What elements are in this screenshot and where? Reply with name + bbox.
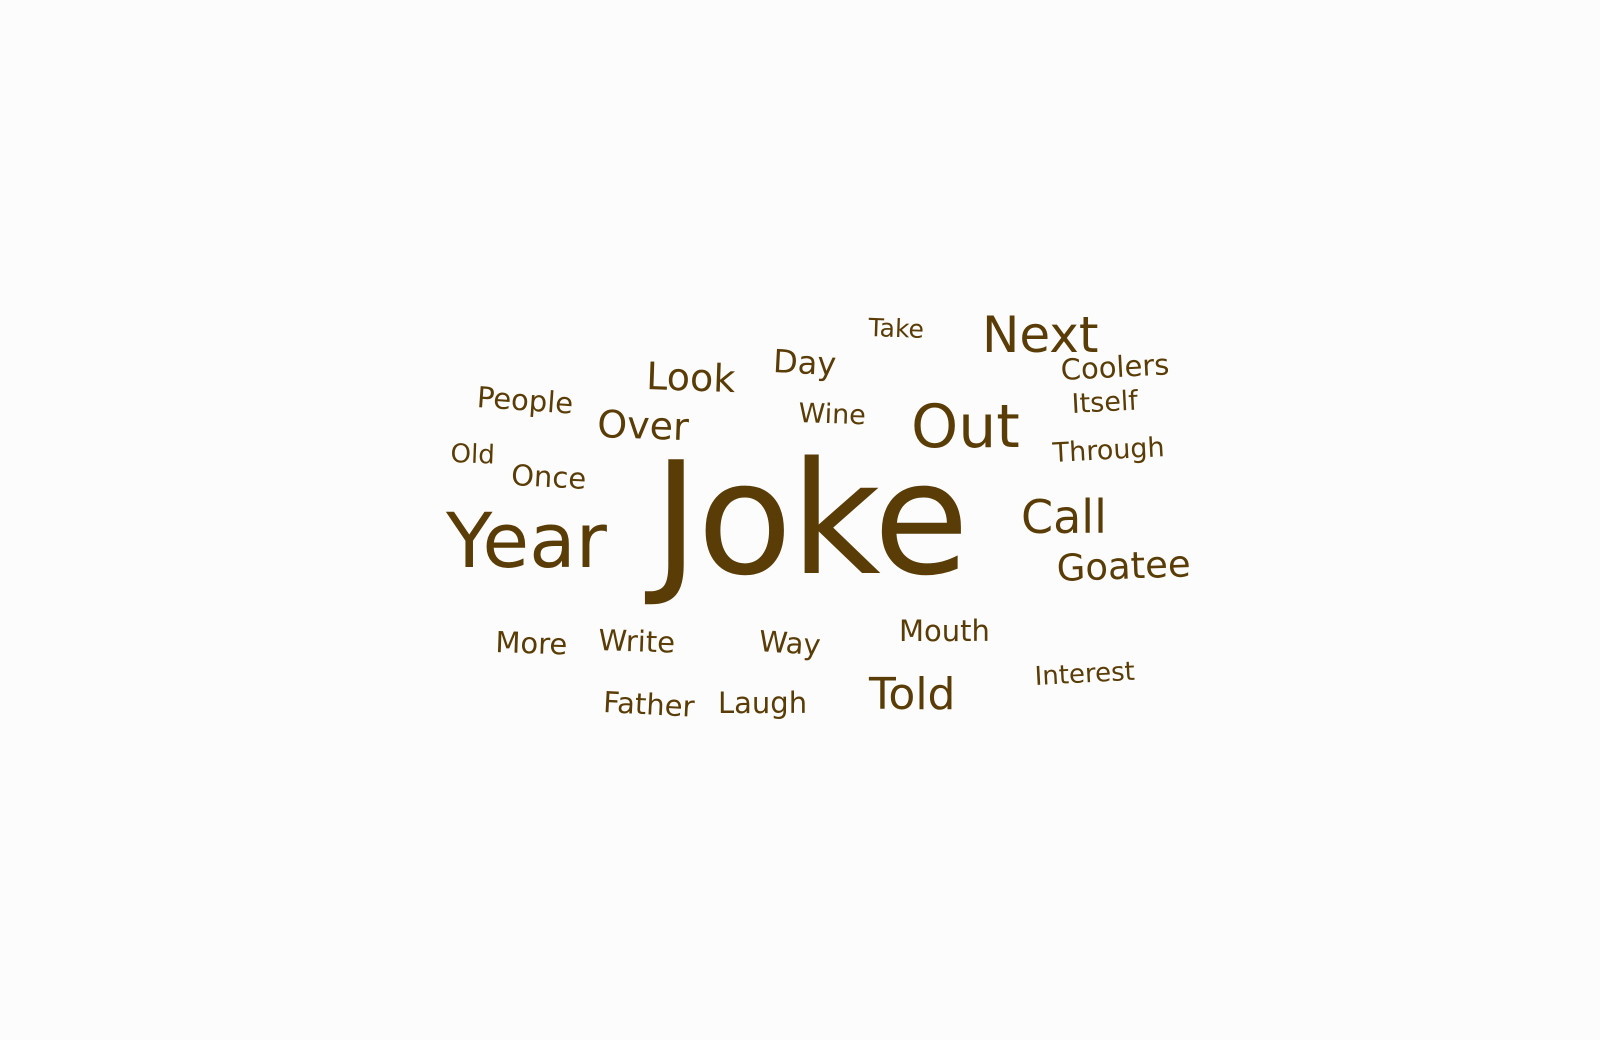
word-people: People: [475, 380, 575, 421]
word-through: Through: [1051, 432, 1166, 469]
word-interest: Interest: [1033, 656, 1136, 692]
word-laugh: Laugh: [718, 686, 808, 720]
word-next: Next: [982, 306, 1099, 364]
word-day: Day: [772, 342, 838, 384]
word-coolers: Coolers: [1059, 347, 1171, 387]
word-father: Father: [602, 685, 696, 724]
word-more: More: [494, 625, 568, 662]
word-out: Out: [911, 392, 1020, 462]
word-look: Look: [645, 354, 737, 402]
word-way: Way: [757, 624, 822, 663]
word-old: Old: [450, 439, 496, 471]
word-mouth: Mouth: [899, 614, 990, 648]
word-wine: Wine: [797, 398, 867, 432]
word-take: Take: [868, 313, 925, 344]
word-joke: Joke: [653, 428, 969, 610]
word-year: Year: [446, 496, 607, 585]
word-once: Once: [510, 458, 588, 496]
word-told: Told: [869, 669, 956, 720]
word-call: Call: [1021, 490, 1107, 544]
word-over: Over: [596, 402, 690, 450]
word-write: Write: [597, 623, 676, 660]
word-goatee: Goatee: [1055, 542, 1192, 590]
word-itself: Itself: [1070, 385, 1139, 420]
